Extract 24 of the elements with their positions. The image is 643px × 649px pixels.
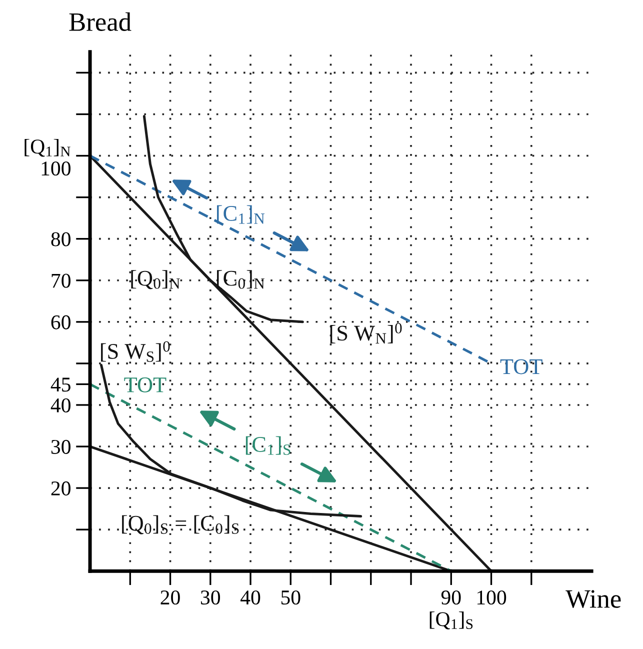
y-axis-title: Bread [69, 12, 132, 31]
y-tick-label: 60 [51, 315, 70, 330]
annotation: [S W$_{N}$]$^{0}$ [330, 322, 402, 344]
annotation: [Q$_{0}$]$_{N}$ [131, 270, 180, 290]
y-tick-label: [Q$_{1}$]$_{N}$ 100 [24, 138, 70, 176]
x-tick-label: 100 [477, 590, 506, 605]
y-tick-label: 40 [50, 398, 70, 412]
annotation: [S W$_{S}$]$^{0}$ [101, 341, 170, 362]
annotation: [C$_{1}$]$_{S}$ [246, 436, 290, 455]
x-axis-title: Wine [566, 590, 621, 608]
y-tick-label: 80 [51, 232, 70, 246]
x-tick-label: 20 [160, 590, 180, 605]
x-tick-label: 30 [200, 590, 220, 605]
annotation: TOT [500, 359, 542, 374]
annotation: TOT [124, 377, 166, 392]
y-tick-label: 30 [51, 440, 70, 454]
y-tick-label: 45 [50, 378, 70, 392]
y-tick-label: 70 [52, 274, 70, 288]
annotation: [C$_{0}$]$_{N}$ [217, 270, 265, 289]
x-tick-label: 50 [281, 590, 300, 605]
x-tick-label: 90 [Q$_{1}$]$_{S}$ [430, 590, 473, 630]
y-tick-label: 20 [51, 481, 70, 496]
x-tick-label: 40 [240, 590, 260, 605]
annotation: [Q$_{0}$]$_{S}$ = [C$_{0}$]$_{S}$ [122, 515, 239, 534]
